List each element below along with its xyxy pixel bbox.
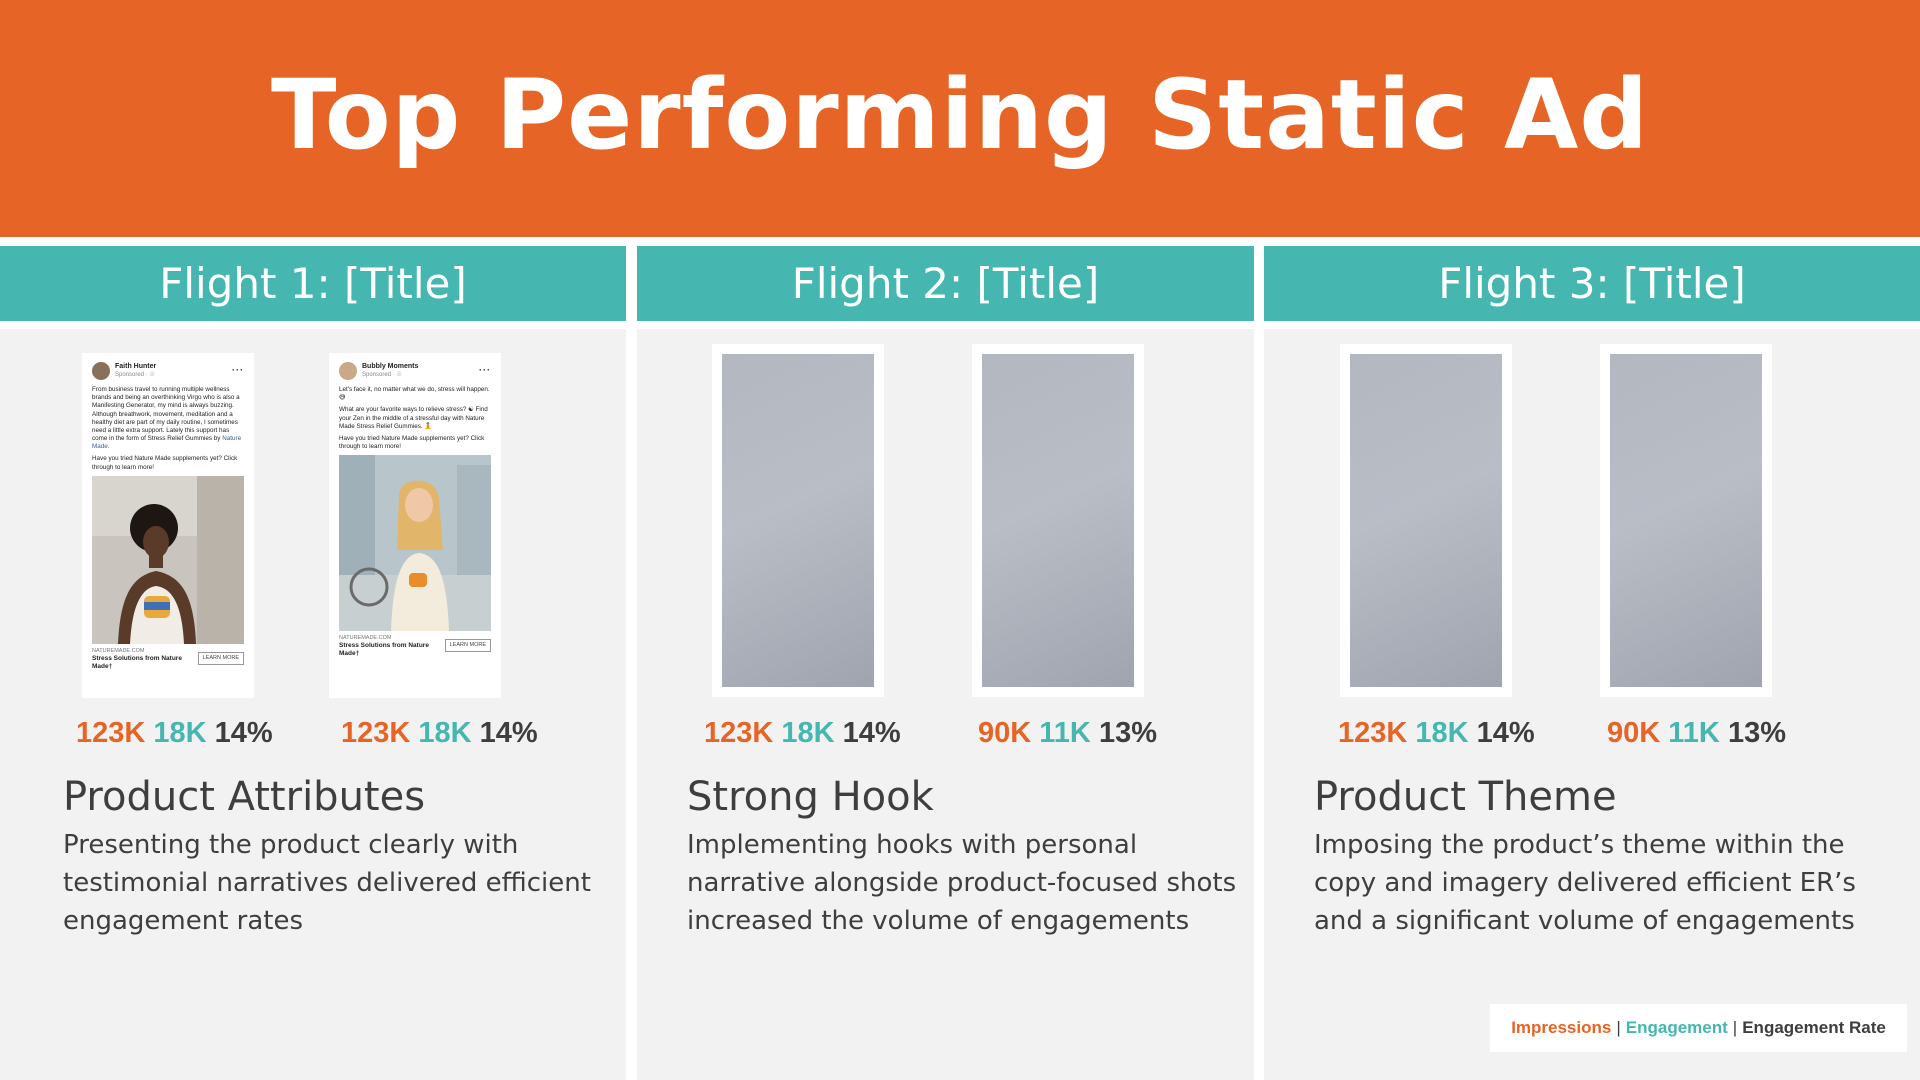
ad-copy: Let's face it, no matter what we do, str… xyxy=(339,386,490,402)
avatar xyxy=(92,362,110,380)
flight-1-panel: Faith Hunter Sponsored · ☉ ··· From busi… xyxy=(0,329,626,1080)
flight-3-header: Flight 3: [Title] xyxy=(1264,246,1920,321)
engagement-rate-value: 14% xyxy=(214,717,273,749)
impressions-value: 90K xyxy=(978,717,1032,749)
ad-headline: Stress Solutions from Nature Made† xyxy=(92,654,182,670)
impressions-value: 123K xyxy=(704,717,774,749)
ad-copy-cta: Have you tried Nature Made supplements y… xyxy=(92,455,238,471)
ad-headline: Stress Solutions from Nature Made† xyxy=(339,642,429,658)
learn-more-button[interactable]: LEARN MORE xyxy=(197,651,244,665)
ad-placeholder xyxy=(972,344,1144,697)
more-options-icon: ··· xyxy=(479,365,491,376)
theme-description: Imposing the product’s theme within the … xyxy=(1314,830,1856,936)
woman-with-supplement-photo xyxy=(92,475,244,644)
ad-sponsored-label: Sponsored · ☉ xyxy=(115,371,155,378)
ad-placeholder xyxy=(712,344,884,697)
impressions-value: 90K xyxy=(1607,717,1661,749)
engagement-rate-value: 14% xyxy=(842,717,901,749)
flight-3-panel: 123K 18K 14% 90K 11K 13% Product Theme I… xyxy=(1264,329,1920,1080)
ad-domain: NATUREMADE.COM xyxy=(92,647,145,654)
theme-description: Implementing hooks with personal narrati… xyxy=(687,830,1237,936)
ad-copy-cta: Have you tried Nature Made supplements y… xyxy=(339,434,485,451)
ad-placeholder xyxy=(1600,344,1772,697)
ad-photo xyxy=(92,475,244,644)
more-options-icon: ··· xyxy=(232,365,244,376)
ad-metrics: 123K 18K 14% xyxy=(341,717,538,750)
ad-preview-bubbly-moments: Bubbly Moments Sponsored · ☉ ··· Let's f… xyxy=(329,353,501,698)
ad-sponsored-label: Sponsored · ☉ xyxy=(362,371,402,378)
ad-account-name: Faith Hunter xyxy=(115,362,157,370)
legend-impressions: Impressions xyxy=(1511,1018,1612,1037)
legend-separator: | xyxy=(1616,1018,1621,1037)
engagement-rate-value: 14% xyxy=(1476,717,1535,749)
ad-domain: NATUREMADE.COM xyxy=(339,635,392,642)
title-banner: Top Performing Static Ad xyxy=(0,0,1920,237)
ad-copy-question: What are your favorite ways to relieve s… xyxy=(339,406,488,430)
ad-metrics: 123K 18K 14% xyxy=(704,717,901,750)
ad-metrics: 90K 11K 13% xyxy=(1607,717,1786,750)
theme-title: Strong Hook xyxy=(687,774,934,820)
impressions-value: 123K xyxy=(1338,717,1408,749)
theme-description: Presenting the product clearly with test… xyxy=(63,830,591,936)
avatar xyxy=(339,362,357,380)
ad-account-name: Bubbly Moments xyxy=(362,362,419,370)
legend-separator: | xyxy=(1732,1018,1738,1037)
ad-metrics: 123K 18K 14% xyxy=(76,717,273,750)
woman-with-gummies-photo xyxy=(339,455,491,632)
ad-photo xyxy=(339,455,491,632)
engagement-rate-value: 14% xyxy=(479,717,538,749)
engagement-value: 18K xyxy=(781,717,835,749)
impressions-value: 123K xyxy=(76,717,146,749)
ad-metrics: 123K 18K 14% xyxy=(1338,717,1535,750)
theme-title: Product Theme xyxy=(1314,774,1617,820)
learn-more-button[interactable]: LEARN MORE xyxy=(444,639,491,653)
ad-copy: From business travel to running multiple… xyxy=(92,386,242,451)
legend-engagement: Engagement xyxy=(1625,1018,1728,1037)
engagement-value: 11K xyxy=(1039,717,1091,749)
flight-2-header: Flight 2: [Title] xyxy=(637,246,1254,321)
ad-placeholder xyxy=(1340,344,1512,697)
page-title: Top Performing Static Ad xyxy=(270,58,1650,171)
metrics-legend: Impressions | Engagement | Engagement Ra… xyxy=(1490,1004,1907,1052)
engagement-value: 18K xyxy=(418,717,472,749)
flight-2-panel: 123K 18K 14% 90K 11K 13% Strong Hook Imp… xyxy=(637,329,1254,1080)
legend-engagement-rate: Engagement Rate xyxy=(1742,1018,1886,1037)
engagement-rate-value: 13% xyxy=(1098,717,1157,749)
flight-1-header: Flight 1: [Title] xyxy=(0,246,626,321)
engagement-rate-value: 13% xyxy=(1727,717,1786,749)
theme-title: Product Attributes xyxy=(63,774,426,820)
ad-metrics: 90K 11K 13% xyxy=(978,717,1157,750)
impressions-value: 123K xyxy=(341,717,411,749)
engagement-value: 18K xyxy=(153,717,207,749)
engagement-value: 11K xyxy=(1668,717,1720,749)
engagement-value: 18K xyxy=(1415,717,1469,749)
ad-preview-faith-hunter: Faith Hunter Sponsored · ☉ ··· From busi… xyxy=(82,353,254,698)
